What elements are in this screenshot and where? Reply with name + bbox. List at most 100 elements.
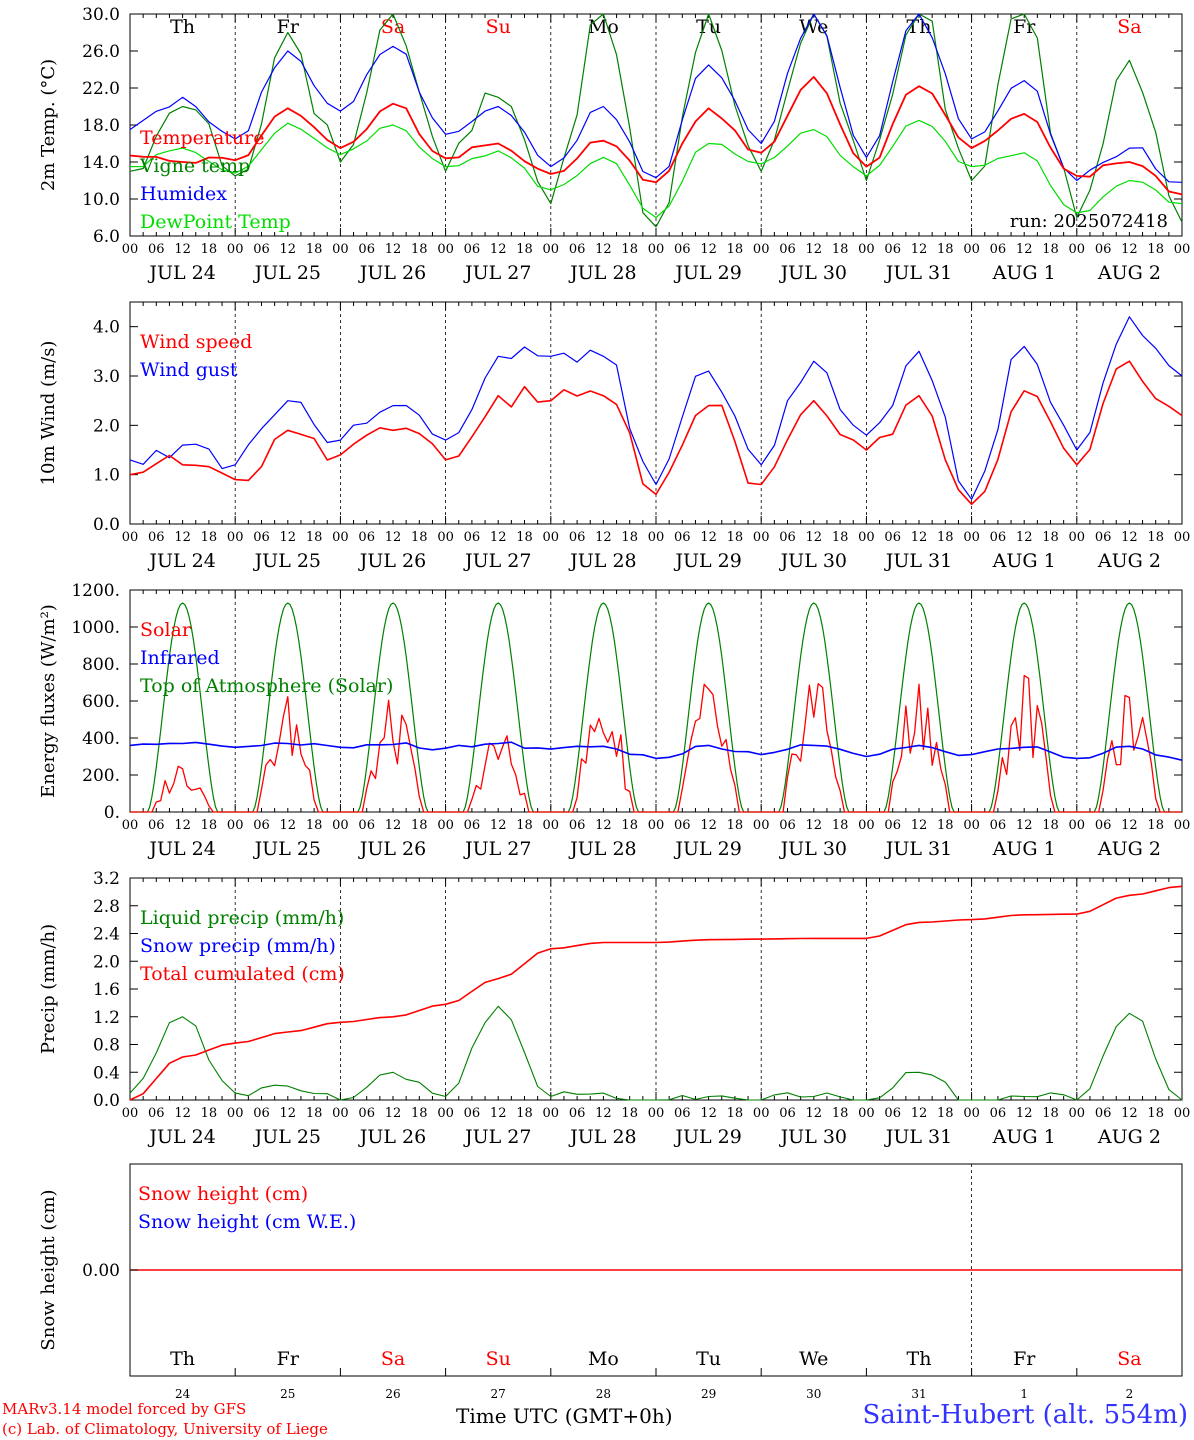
weekday-label: Tu xyxy=(696,1348,721,1370)
x-day-label: JUL 24 xyxy=(147,838,215,860)
x-hour-label: 18 xyxy=(1147,818,1164,833)
weekday-label: Fr xyxy=(1013,1348,1036,1370)
credit-line-1: MARv3.14 model forced by GFS xyxy=(2,1400,247,1418)
legend-label: Top of Atmosphere (Solar) xyxy=(140,675,393,697)
x-hour-label: 06 xyxy=(779,818,796,833)
x-hour-label: 00 xyxy=(543,530,560,545)
series-line-wind-gust xyxy=(129,316,1183,500)
y-tick-label: 0.00 xyxy=(82,1261,120,1281)
legend-label: Liquid precip (mm/h) xyxy=(140,907,344,929)
x-hour-label: 06 xyxy=(884,530,901,545)
legend-label: Wind speed xyxy=(140,331,252,353)
x-hour-label: 12 xyxy=(1121,1106,1138,1121)
x-hour-label: 18 xyxy=(1042,1106,1059,1121)
x-day-label: JUL 30 xyxy=(779,1126,847,1148)
day-number-label: 1 xyxy=(1020,1387,1028,1401)
x-hour-label: 06 xyxy=(990,530,1007,545)
x-hour-label: 00 xyxy=(963,242,980,257)
legend-label: Temperature xyxy=(140,127,264,149)
x-hour-label: 18 xyxy=(306,1106,323,1121)
x-day-label: JUL 24 xyxy=(147,1126,215,1148)
day-number-label: 24 xyxy=(175,1387,191,1401)
y-tick-label: 3.2 xyxy=(93,869,120,889)
x-hour-label: 18 xyxy=(1147,530,1164,545)
y-axis-title: Energy fluxes (W/m²) xyxy=(38,604,59,798)
x-hour-label: 06 xyxy=(884,818,901,833)
x-hour-label: 12 xyxy=(385,530,402,545)
x-hour-label: 06 xyxy=(358,242,375,257)
x-hour-label: 18 xyxy=(516,530,533,545)
y-tick-label: 6.0 xyxy=(93,227,120,247)
x-day-label: JUL 24 xyxy=(147,550,215,572)
x-hour-label: 00 xyxy=(753,530,770,545)
day-number-label: 29 xyxy=(701,1387,716,1401)
x-day-label: AUG 2 xyxy=(1097,1126,1161,1148)
x-day-label: JUL 25 xyxy=(253,262,321,284)
y-axis-title: Precip (mm/h) xyxy=(38,924,59,1054)
x-hour-label: 06 xyxy=(358,1106,375,1121)
x-hour-label: 06 xyxy=(464,530,481,545)
x-hour-label: 06 xyxy=(884,1106,901,1121)
weekday-label: Fr xyxy=(277,1348,300,1370)
x-day-label: JUL 31 xyxy=(884,550,952,572)
x-hour-label: 06 xyxy=(569,1106,586,1121)
x-hour-label: 12 xyxy=(1121,530,1138,545)
y-tick-label: 2.8 xyxy=(93,897,120,917)
x-day-label: JUL 30 xyxy=(779,550,847,572)
x-hour-label: 18 xyxy=(727,530,744,545)
series-line-solar xyxy=(130,674,1182,813)
x-day-label: AUG 1 xyxy=(992,262,1056,284)
x-hour-label: 06 xyxy=(779,242,796,257)
x-hour-label: 12 xyxy=(700,242,717,257)
x-hour-label: 12 xyxy=(700,818,717,833)
x-day-label: JUL 29 xyxy=(673,838,741,860)
x-hour-label: 06 xyxy=(253,530,270,545)
y-tick-label: 4.0 xyxy=(93,318,120,338)
x-hour-label: 18 xyxy=(201,242,218,257)
y-tick-label: 3.0 xyxy=(93,367,120,387)
x-day-label: JUL 25 xyxy=(253,1126,321,1148)
x-hour-label: 18 xyxy=(516,818,533,833)
x-hour-label: 00 xyxy=(963,530,980,545)
x-hour-label: 12 xyxy=(490,818,507,833)
x-hour-label: 00 xyxy=(858,530,875,545)
x-hour-label: 00 xyxy=(1069,818,1086,833)
x-hour-label: 06 xyxy=(674,530,691,545)
y-tick-label: 200. xyxy=(82,766,120,786)
weekday-label: Mo xyxy=(588,1348,619,1370)
x-hour-label: 00 xyxy=(648,818,665,833)
weekday-label: Sa xyxy=(381,1348,405,1370)
x-hour-label: 00 xyxy=(963,1106,980,1121)
x-day-label: JUL 27 xyxy=(463,262,531,284)
y-axis-title: Snow height (cm) xyxy=(38,1189,59,1350)
x-day-label: AUG 2 xyxy=(1097,262,1161,284)
x-day-label: JUL 27 xyxy=(463,550,531,572)
x-hour-label: 18 xyxy=(832,530,849,545)
x-hour-label: 00 xyxy=(648,530,665,545)
x-hour-label: 00 xyxy=(963,818,980,833)
y-tick-label: 26.0 xyxy=(82,42,120,62)
x-day-label: JUL 29 xyxy=(673,1126,741,1148)
x-hour-label: 18 xyxy=(621,818,638,833)
x-hour-label: 00 xyxy=(753,1106,770,1121)
series-line-temperature xyxy=(129,76,1183,196)
y-tick-label: 14.0 xyxy=(82,153,120,173)
x-hour-label: 12 xyxy=(595,1106,612,1121)
x-hour-label: 00 xyxy=(437,818,454,833)
y-tick-label: 0. xyxy=(104,803,120,823)
x-hour-label: 18 xyxy=(201,1106,218,1121)
x-hour-label: 12 xyxy=(1121,818,1138,833)
x-hour-label: 12 xyxy=(595,242,612,257)
x-hour-label: 18 xyxy=(306,242,323,257)
x-hour-label: 18 xyxy=(1042,242,1059,257)
x-hour-label: 06 xyxy=(569,530,586,545)
x-hour-label: 18 xyxy=(411,242,428,257)
y-tick-label: 1.2 xyxy=(93,1008,120,1028)
x-hour-label: 12 xyxy=(595,818,612,833)
x-hour-label: 12 xyxy=(806,530,823,545)
x-hour-label: 00 xyxy=(227,242,244,257)
x-hour-label: 00 xyxy=(437,1106,454,1121)
x-hour-label: 06 xyxy=(358,818,375,833)
x-hour-label: 12 xyxy=(700,530,717,545)
x-hour-label: 18 xyxy=(306,818,323,833)
